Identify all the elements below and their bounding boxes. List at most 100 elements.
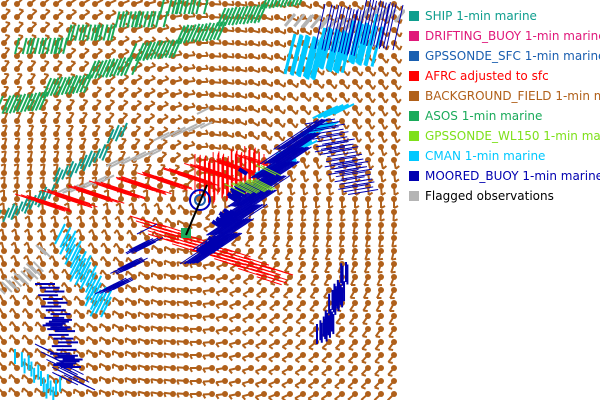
wind-barb-flag <box>142 189 148 193</box>
wind-barb-station <box>66 131 72 137</box>
wind-barb-station <box>196 170 202 176</box>
wind-barb-station <box>27 235 33 241</box>
wind-barb-flag <box>85 349 89 355</box>
wind-barb-flag <box>256 294 262 299</box>
wind-barb-station <box>105 118 111 124</box>
wind-barb-station <box>183 391 189 397</box>
wind-barb-flag <box>244 66 248 72</box>
observation-barb <box>88 192 119 204</box>
wind-barb-station <box>196 118 202 124</box>
wind-barb-station <box>261 27 267 33</box>
wind-barb-flag <box>58 8 64 13</box>
wind-barb-flag <box>345 124 350 130</box>
wind-barb-flag <box>69 98 75 102</box>
wind-barb-flag <box>301 218 307 222</box>
wind-barb-flag <box>228 382 233 387</box>
wind-barb-station <box>53 157 59 163</box>
observation-barb <box>226 191 237 201</box>
wind-barb-flag <box>152 216 157 222</box>
wind-barb-station <box>365 326 371 332</box>
wind-barb-flag <box>205 155 209 161</box>
wind-barb-station <box>326 170 332 176</box>
wind-barb-flag <box>244 1 248 6</box>
wind-barb-flag <box>45 8 51 13</box>
wind-barb-flag <box>161 151 167 155</box>
wind-barb-station <box>287 339 293 345</box>
observation-barb <box>57 77 67 96</box>
observation-barb <box>149 40 160 60</box>
wind-barb-station <box>53 261 59 267</box>
observation-barb <box>249 4 260 24</box>
observation-barb <box>62 37 69 54</box>
observation-barb <box>32 261 44 273</box>
wind-barb-station <box>157 144 163 150</box>
wind-barb-flag <box>241 331 247 337</box>
observation-barb <box>124 260 145 272</box>
observation-barb <box>98 144 107 159</box>
wind-barb-station <box>27 313 33 319</box>
observation-barb <box>94 293 107 315</box>
observation-barb <box>256 146 302 178</box>
wind-barb-station <box>144 157 150 163</box>
observation-barb <box>135 182 166 194</box>
wind-barb-flag <box>41 137 47 141</box>
wind-barb-station <box>222 79 228 85</box>
wind-barb-flag <box>91 176 97 180</box>
observation-barb <box>53 167 61 182</box>
wind-barb-flag <box>358 124 363 130</box>
observation-barb <box>232 182 253 194</box>
wind-barb-station <box>144 365 150 371</box>
wind-barb-flag <box>202 303 207 309</box>
wind-barb-flag <box>283 295 289 299</box>
wind-barb-flag <box>397 111 402 117</box>
wind-barb-flag <box>384 98 389 104</box>
observation-barb <box>237 155 269 167</box>
wind-barb-flag <box>177 114 183 119</box>
wind-barb-station <box>235 326 241 332</box>
wind-barb-flag <box>21 347 25 353</box>
wind-barb-flag <box>165 23 170 29</box>
wind-barb-station <box>105 92 111 98</box>
wind-barb-flag <box>34 321 39 327</box>
legend-label: BACKGROUND_FIELD 1-min marine <box>425 89 600 103</box>
wind-barb-station <box>144 391 150 397</box>
observation-barb <box>244 175 291 207</box>
wind-barb-station <box>27 79 33 85</box>
observation-barb <box>317 136 348 143</box>
observation-barb <box>85 265 97 287</box>
wind-barb-flag <box>281 371 287 376</box>
wind-barb-station <box>27 118 33 124</box>
observation-barb <box>39 246 51 258</box>
wind-barb-station <box>300 261 306 267</box>
wind-barb-flag <box>241 344 247 349</box>
wind-barb-station <box>14 157 20 163</box>
wind-barb-station <box>313 79 319 85</box>
observation-barb <box>57 37 64 55</box>
wind-barb-flag <box>228 330 234 336</box>
wind-barb-flag <box>215 317 220 323</box>
wind-barb-flag <box>340 231 346 235</box>
wind-barb-station <box>157 170 163 176</box>
wind-barb-station <box>79 40 85 46</box>
wind-barb-flag <box>0 267 2 271</box>
wind-barb-station <box>66 287 72 293</box>
wind-barb-flag <box>281 345 287 350</box>
wind-barb-flag <box>128 202 133 207</box>
legend-swatch-icon <box>409 111 419 121</box>
wind-barb-station <box>235 144 241 150</box>
wind-barb-flag <box>282 320 288 325</box>
wind-barb-station <box>170 313 176 319</box>
wind-barb-station <box>261 365 267 371</box>
wind-barb-flag <box>176 392 180 398</box>
wind-barb-flag <box>294 384 300 389</box>
wind-barb-flag <box>0 176 6 180</box>
wind-barb-flag <box>241 357 247 362</box>
wind-barb-flag <box>205 64 209 70</box>
wind-barb-flag <box>269 294 275 299</box>
wind-barb-flag <box>86 309 90 315</box>
wind-barb-flag <box>381 178 387 183</box>
wind-barb-flag <box>150 391 154 397</box>
observation-barb <box>213 204 259 235</box>
wind-barb-flag <box>136 99 142 104</box>
wind-barb-station <box>183 157 189 163</box>
